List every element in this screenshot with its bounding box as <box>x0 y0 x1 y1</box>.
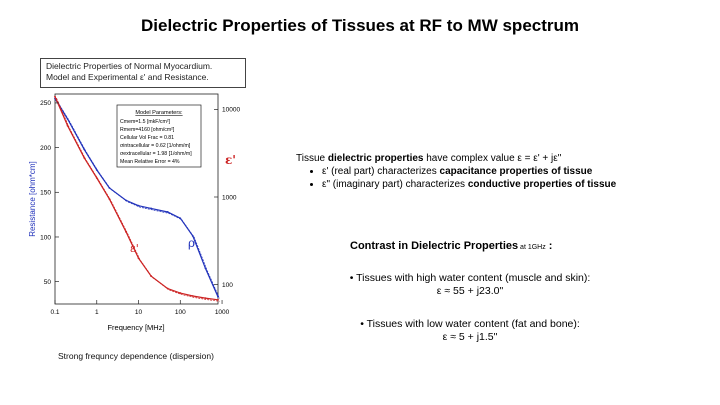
low-water-value: ε ≈ 5 + j1.5" <box>442 331 498 343</box>
series-line-model-1 <box>56 97 220 302</box>
model-parameters-title: Model Parameters: <box>135 110 183 116</box>
bullet-imaginary-part: ε" (imaginary part) characterizes conduc… <box>322 178 706 191</box>
figure-caption-box: Dielectric Properties of Normal Myocardi… <box>40 58 246 88</box>
eps-annotation: ε' <box>130 242 139 255</box>
slide-title: Dielectric Properties of Tissues at RF t… <box>140 16 579 35</box>
y-left-tick-label-0: 50 <box>44 279 52 286</box>
series-point-0-3 <box>95 169 98 171</box>
chart-svg: 0.1 1 10 100 100050100150200250100100010000 … <box>28 93 240 332</box>
series-point-1-6 <box>137 257 140 260</box>
high-water-value: ε ≈ 55 + j23.0" <box>436 285 504 297</box>
y-left-tick-label-2: 150 <box>40 190 51 197</box>
y-right-tick-label-0: 100 <box>222 282 233 289</box>
dispersion-note: Strong frequncy dependence (dispersion) <box>58 351 214 361</box>
series-point-1-7 <box>150 275 152 277</box>
series-point-1-10 <box>191 295 194 297</box>
y-right-tick-label-2: 10000 <box>222 107 240 114</box>
rho-annotation: ρ <box>188 236 195 250</box>
left-axis-label: Resistance [ohm*cm] <box>28 161 37 237</box>
series-point-1-11 <box>204 297 207 300</box>
series-point-1-1 <box>66 124 69 127</box>
y-left-tick-label-3: 200 <box>40 145 51 152</box>
x-tick-label-3: 100 <box>175 309 186 316</box>
figure-caption-line1: Dielectric Properties of Normal Myocardi… <box>46 61 213 71</box>
param-line-6: Mean Relative Error = 4% <box>120 159 180 165</box>
dielectric-chart: 0.1 1 10 100 1000 50 100 150 200 250 100 1000 10000 … <box>0 88 270 343</box>
series-point-0-8 <box>166 211 169 213</box>
series-point-0-5 <box>125 199 127 202</box>
x-tick-label-2: 10 <box>135 309 143 316</box>
series-point-1-5 <box>125 230 127 233</box>
y-right-tick-label-1: 1000 <box>222 194 237 201</box>
property-bullets: ε' (real part) characterizes capacitance… <box>296 165 706 191</box>
high-water-block: • Tissues with high water content (muscl… <box>300 272 640 298</box>
param-line-4: σintracellular = 0.62 [1/ohm/m] <box>120 143 191 149</box>
x-tick-label-0: 0.1 <box>50 309 59 316</box>
series-point-1-0 <box>54 95 56 98</box>
y-left-tick-label-1: 100 <box>40 234 51 241</box>
right-axis-label: ε' <box>225 153 236 167</box>
series-point-1-3 <box>95 177 98 179</box>
low-water-line: • Tissues with low water content (fat an… <box>360 318 580 330</box>
series-point-0-7 <box>150 207 152 210</box>
series-point-0-10 <box>191 235 194 237</box>
series-point-1-4 <box>108 198 111 200</box>
series-point-0-4 <box>108 186 111 189</box>
series-point-0-9 <box>179 217 182 220</box>
series-point-0-2 <box>83 148 86 151</box>
param-line-1: Cmem=1.5 [mkF/cm²] <box>120 119 171 125</box>
series-point-1-12 <box>217 298 219 301</box>
series-point-0-6 <box>137 204 140 207</box>
model-parameters-box: Model Parameters: Cmem=1.5 [mkF/cm²] Rme… <box>116 104 202 168</box>
series-point-0-11 <box>204 267 207 270</box>
contrast-heading: Contrast in Dielectric Properties at 1GH… <box>350 240 553 252</box>
param-line-2: Rmem=4160 [ohm/cm²] <box>120 127 175 133</box>
intro-line: Tissue dielectric properties have comple… <box>296 153 562 164</box>
plot-frame <box>54 93 219 305</box>
series-point-0-12 <box>217 295 219 298</box>
x-tick-label-1: 1 <box>95 309 99 316</box>
x-tick-label-4: 1000 <box>215 309 230 316</box>
figure-caption-line2: Model and Experimental ε' and Resistance… <box>46 72 209 82</box>
y-left-tick-label-4: 250 <box>40 100 51 107</box>
series-point-1-2 <box>83 156 86 159</box>
series-line-model-0 <box>56 99 220 299</box>
series-point-1-9 <box>179 292 182 294</box>
high-water-line: • Tissues with high water content (muscl… <box>349 272 591 284</box>
bullet-real-part: ε' (real part) characterizes capacitance… <box>322 165 706 178</box>
series-point-0-1 <box>66 118 69 120</box>
low-water-block: • Tissues with low water content (fat an… <box>300 318 640 344</box>
x-axis-label: Frequency [MHz] <box>107 323 164 332</box>
param-line-3: Cellular Vol Frac = 0.81 <box>120 135 174 141</box>
dielectric-explanation: Tissue dielectric properties have comple… <box>296 152 706 191</box>
param-line-5: σextracellular = 1.98 [1/ohm/m] <box>120 151 192 157</box>
series-point-1-8 <box>166 287 169 290</box>
